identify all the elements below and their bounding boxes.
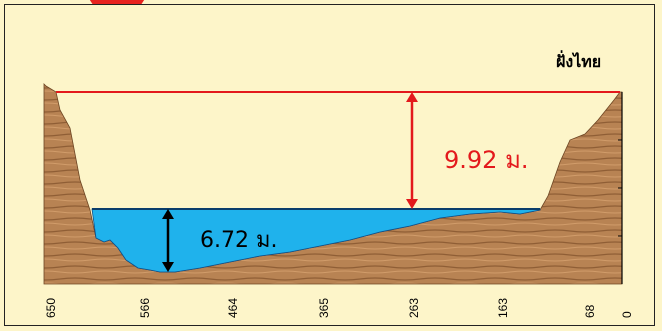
distance-tick-label: 163 xyxy=(496,298,510,318)
flood-height-arrowhead-top xyxy=(406,92,418,102)
distance-tick-label: 263 xyxy=(407,298,421,318)
water-depth-label: 6.72 ม. xyxy=(200,228,277,253)
distance-tick-label: 0 xyxy=(620,311,634,318)
water-depth-arrowhead-bottom xyxy=(162,262,174,272)
flood-height-label: 9.92 ม. xyxy=(444,146,529,174)
distance-tick-label: 566 xyxy=(138,298,152,318)
distance-tick-label: 68 xyxy=(583,304,597,318)
thai-side-label: ฝั่งไทย xyxy=(556,52,602,71)
river-water xyxy=(91,208,541,273)
distance-axis: 650 566 464 365 263 163 68 0 xyxy=(44,298,634,318)
flood-height-arrowhead-bottom xyxy=(406,199,418,209)
distance-tick-label: 365 xyxy=(317,298,331,318)
distance-tick-label: 464 xyxy=(226,298,240,318)
distance-tick-label: 650 xyxy=(44,298,58,318)
water-depth-arrowhead-top xyxy=(162,209,174,219)
